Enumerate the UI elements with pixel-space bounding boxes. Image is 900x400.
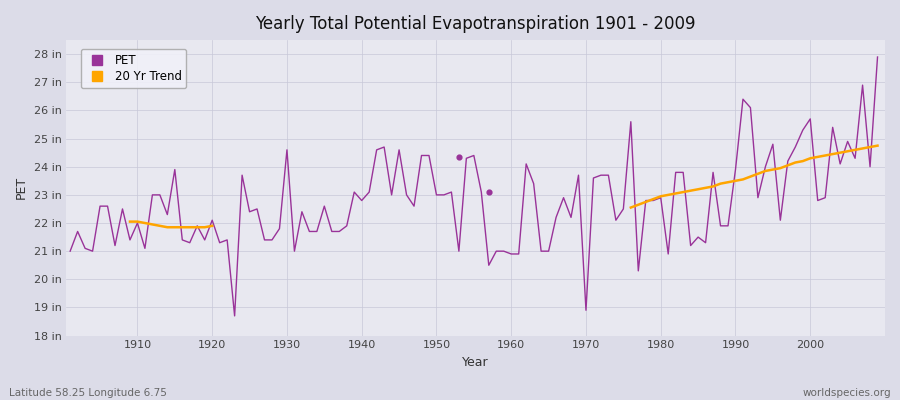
Title: Yearly Total Potential Evapotranspiration 1901 - 2009: Yearly Total Potential Evapotranspiratio…	[256, 15, 696, 33]
X-axis label: Year: Year	[463, 356, 489, 369]
Legend: PET, 20 Yr Trend: PET, 20 Yr Trend	[80, 49, 186, 88]
Point	[482, 189, 496, 195]
Point	[452, 154, 466, 160]
Text: worldspecies.org: worldspecies.org	[803, 388, 891, 398]
Text: Latitude 58.25 Longitude 6.75: Latitude 58.25 Longitude 6.75	[9, 388, 166, 398]
Y-axis label: PET: PET	[15, 176, 28, 200]
